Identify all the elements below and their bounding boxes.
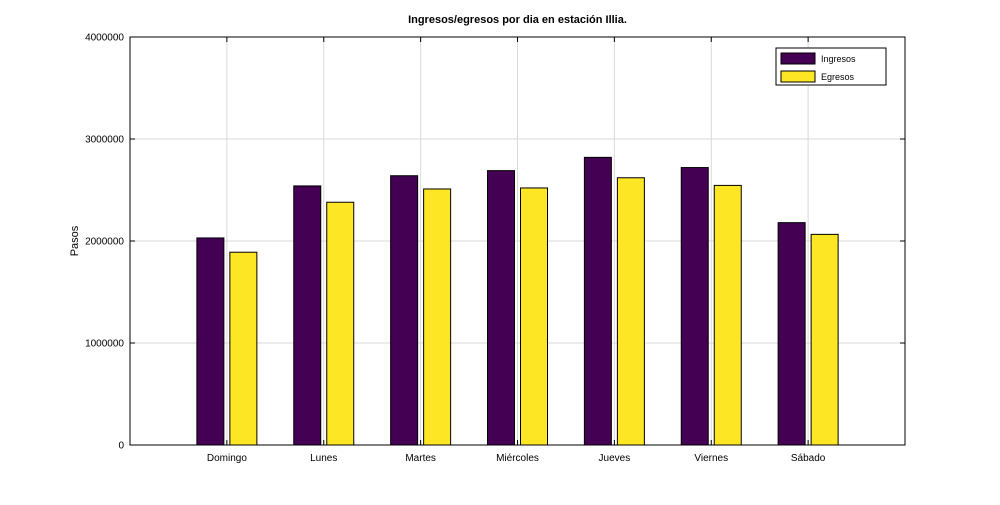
bar-egresos-6	[810, 233, 839, 446]
legend-swatch-ingresos	[780, 52, 816, 65]
x-tick-label: Sábado	[791, 453, 826, 464]
bar-ingresos-1	[293, 185, 322, 446]
bar-egresos-3	[520, 187, 548, 446]
bar-egresos-4	[616, 177, 645, 446]
legend-label-egresos: Egresos	[821, 72, 855, 82]
x-tick-label: Lunes	[310, 453, 337, 464]
y-tick-label: 0	[118, 441, 124, 452]
bar-ingresos-0	[196, 237, 225, 446]
x-tick-label: Martes	[405, 453, 436, 464]
y-tick-label: 3000000	[85, 135, 124, 146]
bar-ingresos-6	[777, 222, 806, 446]
bar-ingresos-3	[487, 170, 515, 446]
legend: Ingresos Egresos	[775, 47, 887, 86]
bar-ingresos-5	[680, 167, 709, 446]
grid-layer	[130, 37, 905, 445]
bar-egresos-1	[326, 201, 355, 446]
legend-label-ingresos: Ingresos	[821, 54, 856, 64]
x-tick-label: Viernes	[694, 453, 728, 464]
legend-swatch-egresos	[780, 70, 816, 83]
x-tick-label: Domingo	[207, 453, 247, 464]
bar-egresos-2	[423, 188, 452, 446]
x-tick-label: Miércoles	[496, 453, 539, 464]
y-tick-label: 2000000	[85, 237, 124, 248]
bar-ingresos-4	[583, 156, 612, 446]
ticks-layer: 0 1000000 2000000 3000000 4000000 Domingo Lune…	[85, 33, 905, 464]
y-tick-label: 1000000	[85, 339, 124, 350]
bar-ingresos-2	[390, 175, 419, 446]
y-tick-label: 4000000	[85, 33, 124, 44]
y-axis-label: Pasos	[69, 225, 81, 256]
bar-egresos-5	[713, 184, 742, 446]
x-tick-label: Jueves	[599, 453, 631, 464]
chart-title: Ingresos/egresos por dia en estación Ill…	[408, 14, 627, 26]
bar-egresos-0	[229, 251, 258, 446]
